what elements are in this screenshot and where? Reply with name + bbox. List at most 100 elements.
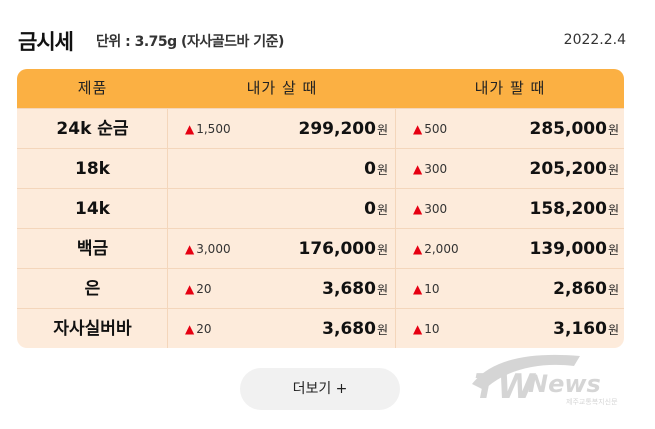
currency-unit: 원 — [376, 243, 388, 257]
product-name: 24k 순금 — [56, 119, 129, 139]
sell-price: 3,160원 — [553, 309, 619, 348]
change-value: 300 — [424, 162, 448, 176]
sell-price: 205,200원 — [530, 149, 619, 189]
up-arrow-icon: ▲ — [413, 162, 423, 176]
column-divider — [167, 229, 168, 268]
buy-price: 0원 — [364, 189, 388, 229]
column-divider — [167, 109, 168, 148]
column-header-buy: 내가 살 때 — [246, 79, 318, 97]
buy-change: ▲ 20 — [185, 269, 212, 309]
up-arrow-icon: ▲ — [185, 122, 195, 136]
change-value: 500 — [424, 122, 448, 136]
sell-price: 285,000원 — [530, 109, 619, 149]
table-row: 24k 순금 ▲ 1,500 299,200원 ▲ 500 285,000원 — [17, 108, 624, 148]
sell-change: ▲ 10 — [413, 269, 440, 309]
currency-unit: 원 — [376, 123, 388, 137]
unit-label: 단위 : 3.75g (자사골드바 기준) — [96, 34, 284, 50]
currency-unit: 원 — [607, 323, 619, 337]
price-value: 3,680 — [322, 319, 376, 339]
more-button[interactable]: 더보기 + — [240, 368, 400, 410]
up-arrow-icon: ▲ — [413, 322, 423, 336]
page-title: 금시세 — [18, 30, 74, 54]
sell-change: ▲ 500 — [413, 109, 447, 149]
currency-unit: 원 — [607, 123, 619, 137]
change-value: 10 — [424, 282, 440, 296]
buy-price: 176,000원 — [299, 229, 388, 269]
sell-price: 2,860원 — [553, 269, 619, 309]
column-divider — [395, 149, 396, 188]
price-value: 176,000 — [298, 239, 376, 259]
price-value: 158,200 — [529, 199, 607, 219]
table-row: 은 ▲ 20 3,680원 ▲ 10 2,860원 — [17, 268, 624, 308]
up-arrow-icon: ▲ — [185, 282, 195, 296]
currency-unit: 원 — [376, 283, 388, 297]
product-name: 14k — [75, 199, 110, 219]
buy-price: 0원 — [364, 149, 388, 189]
currency-unit: 원 — [607, 163, 619, 177]
change-value: 1,500 — [196, 122, 231, 136]
up-arrow-icon: ▲ — [413, 282, 423, 296]
price-value: 285,000 — [529, 119, 607, 139]
change-value: 3,000 — [196, 242, 231, 256]
price-value: 3,680 — [322, 279, 376, 299]
currency-unit: 원 — [607, 203, 619, 217]
column-divider — [395, 109, 396, 148]
currency-unit: 원 — [376, 323, 388, 337]
sell-price: 158,200원 — [530, 189, 619, 229]
price-value: 0 — [364, 199, 376, 219]
price-value: 2,860 — [553, 279, 607, 299]
table-row: 14k 0원 ▲ 300 158,200원 — [17, 188, 624, 228]
product-name: 18k — [75, 159, 110, 179]
table-row: 백금 ▲ 3,000 176,000원 ▲ 2,000 139,000원 — [17, 228, 624, 268]
page-header: 금시세 단위 : 3.75g (자사골드바 기준) 2022.2.4 — [18, 26, 626, 56]
svg-text:제주교통복지신문: 제주교통복지신문 — [566, 397, 618, 406]
twnews-logo: TW News 제주교통복지신문 — [472, 354, 618, 407]
column-divider — [395, 309, 396, 348]
up-arrow-icon: ▲ — [413, 122, 423, 136]
sell-change: ▲ 2,000 — [413, 229, 459, 269]
buy-change: ▲ 3,000 — [185, 229, 231, 269]
gold-price-table: 제품 내가 살 때 내가 팔 때 24k 순금 ▲ 1,500 299,200원 ▲ 50… — [17, 69, 624, 348]
table-header: 제품 내가 살 때 내가 팔 때 — [17, 69, 624, 108]
sell-price: 139,000원 — [530, 229, 619, 269]
change-value: 20 — [196, 322, 212, 336]
column-divider — [395, 189, 396, 228]
column-header-sell: 내가 팔 때 — [474, 79, 546, 97]
currency-unit: 원 — [376, 203, 388, 217]
change-value: 300 — [424, 202, 448, 216]
change-value: 20 — [196, 282, 212, 296]
sell-change: ▲ 10 — [413, 309, 440, 348]
buy-price: 299,200원 — [299, 109, 388, 149]
column-divider — [167, 149, 168, 188]
column-divider — [167, 309, 168, 348]
product-name: 은 — [84, 279, 101, 299]
price-value: 205,200 — [529, 159, 607, 179]
up-arrow-icon: ▲ — [413, 242, 423, 256]
price-value: 3,160 — [553, 319, 607, 339]
sell-change: ▲ 300 — [413, 189, 447, 229]
table-row: 18k 0원 ▲ 300 205,200원 — [17, 148, 624, 188]
up-arrow-icon: ▲ — [413, 202, 423, 216]
buy-change: ▲ 20 — [185, 309, 212, 348]
buy-price: 3,680원 — [322, 309, 388, 348]
column-header-product: 제품 — [77, 79, 108, 97]
currency-unit: 원 — [376, 163, 388, 177]
table-row: 자사실버바 ▲ 20 3,680원 ▲ 10 3,160원 — [17, 308, 624, 348]
buy-price: 3,680원 — [322, 269, 388, 309]
currency-unit: 원 — [607, 243, 619, 257]
product-name: 백금 — [76, 239, 109, 259]
currency-unit: 원 — [607, 283, 619, 297]
price-value: 0 — [364, 159, 376, 179]
change-value: 2,000 — [424, 242, 459, 256]
column-divider — [167, 269, 168, 308]
price-value: 139,000 — [529, 239, 607, 259]
up-arrow-icon: ▲ — [185, 242, 195, 256]
product-name: 자사실버바 — [53, 319, 132, 339]
column-divider — [395, 269, 396, 308]
change-value: 10 — [424, 322, 440, 336]
column-divider — [395, 229, 396, 268]
buy-change: ▲ 1,500 — [185, 109, 231, 149]
price-value: 299,200 — [298, 119, 376, 139]
up-arrow-icon: ▲ — [185, 322, 195, 336]
column-divider — [167, 189, 168, 228]
